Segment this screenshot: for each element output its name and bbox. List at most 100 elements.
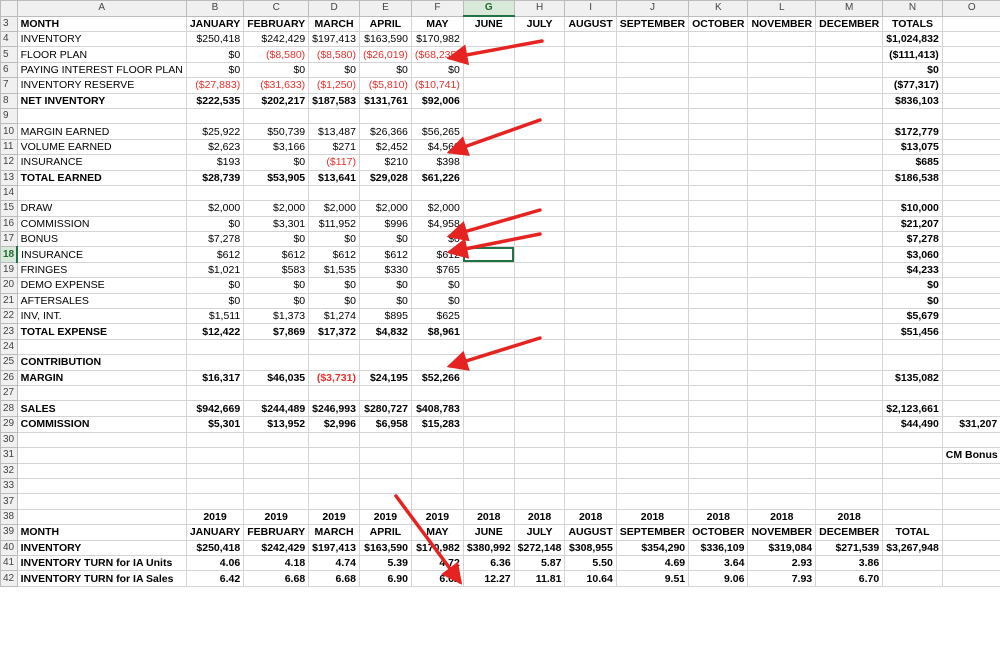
row-header-20[interactable]: 20	[0, 277, 18, 294]
row-header-30[interactable]: 30	[0, 431, 18, 449]
cell-l7[interactable]	[747, 77, 817, 94]
cell-f32[interactable]	[410, 462, 464, 480]
cell-a10[interactable]: MARGIN EARNED	[16, 123, 187, 140]
cell-d37[interactable]	[308, 493, 360, 510]
column-header-d[interactable]: D	[308, 0, 360, 17]
column-header-h[interactable]: H	[513, 0, 566, 17]
cell-k40[interactable]: $336,109	[688, 539, 749, 557]
cell-e41[interactable]: 5.39	[358, 554, 412, 572]
cell-a22[interactable]: INV, INT.	[16, 308, 187, 325]
cell-k37[interactable]	[688, 493, 749, 510]
cell-o42[interactable]	[941, 570, 1000, 587]
cell-b39[interactable]: JANUARY	[185, 524, 245, 541]
column-header-k[interactable]: K	[688, 0, 749, 17]
column-header-f[interactable]: F	[410, 0, 464, 17]
row-header-8[interactable]: 8	[0, 92, 18, 109]
cell-e40[interactable]: $163,590	[358, 539, 412, 557]
cell-o17[interactable]	[941, 231, 1000, 248]
cell-h9[interactable]	[513, 107, 566, 125]
cell-h17[interactable]	[513, 231, 566, 248]
cell-g39[interactable]: JUNE	[462, 524, 515, 541]
cell-j7[interactable]	[615, 77, 690, 94]
cell-l31[interactable]	[747, 447, 817, 464]
cell-l39[interactable]: NOVEMBER	[747, 524, 817, 541]
cell-j13[interactable]	[615, 169, 690, 186]
cell-k6[interactable]	[688, 61, 749, 79]
cell-h27[interactable]	[513, 384, 566, 402]
cell-m9[interactable]	[815, 107, 884, 125]
column-header-m[interactable]: M	[815, 0, 884, 17]
cell-c12[interactable]: $0	[243, 154, 310, 171]
cell-n16[interactable]: $21,207	[882, 215, 943, 233]
cell-m5[interactable]	[815, 46, 884, 63]
cell-b20[interactable]: $0	[185, 277, 245, 294]
cell-d8[interactable]: $187,583	[308, 92, 360, 109]
cell-b10[interactable]: $25,922	[185, 123, 245, 140]
cell-m17[interactable]	[815, 231, 884, 248]
cell-a7[interactable]: INVENTORY RESERVE	[16, 77, 187, 94]
cell-e18[interactable]: $612	[358, 246, 412, 263]
cell-e14[interactable]	[358, 184, 412, 202]
cell-f10[interactable]: $56,265	[410, 123, 464, 140]
cell-k3[interactable]: OCTOBER	[688, 15, 749, 32]
cell-a30[interactable]	[16, 431, 187, 449]
cell-n40[interactable]: $3,267,948	[882, 539, 943, 557]
cell-h28[interactable]	[513, 400, 566, 417]
cell-l16[interactable]	[747, 215, 817, 233]
row-header-37[interactable]: 37	[0, 493, 18, 510]
cell-c6[interactable]: $0	[243, 61, 310, 79]
cell-g17[interactable]	[462, 231, 515, 248]
cell-o25[interactable]	[941, 354, 1000, 371]
cell-c11[interactable]: $3,166	[243, 138, 310, 156]
cell-g5[interactable]	[462, 46, 515, 63]
cell-d10[interactable]: $13,487	[308, 123, 360, 140]
cell-o10[interactable]	[941, 123, 1000, 140]
cell-j37[interactable]	[615, 493, 690, 510]
cell-a13[interactable]: TOTAL EARNED	[16, 169, 187, 186]
cell-h10[interactable]	[513, 123, 566, 140]
cell-c19[interactable]: $583	[243, 261, 310, 279]
cell-g29[interactable]	[462, 415, 515, 433]
cell-f3[interactable]: MAY	[410, 15, 464, 32]
cell-m31[interactable]	[815, 447, 884, 464]
cell-e23[interactable]: $4,832	[358, 323, 412, 340]
cell-b33[interactable]	[185, 478, 245, 495]
cell-n30[interactable]	[882, 431, 943, 449]
cell-a39[interactable]: MONTH	[16, 524, 187, 541]
cell-o20[interactable]	[941, 277, 1000, 294]
cell-i22[interactable]	[564, 308, 617, 325]
cell-g15[interactable]	[462, 200, 515, 217]
cell-b9[interactable]	[185, 107, 245, 125]
cell-k19[interactable]	[688, 261, 749, 279]
cell-n18[interactable]: $3,060	[882, 246, 943, 263]
cell-k24[interactable]	[688, 338, 749, 356]
cell-i8[interactable]	[564, 92, 617, 109]
cell-i7[interactable]	[564, 77, 617, 94]
cell-a28[interactable]: SALES	[16, 400, 187, 417]
cell-j9[interactable]	[615, 107, 690, 125]
cell-e11[interactable]: $2,452	[358, 138, 412, 156]
cell-d9[interactable]	[308, 107, 360, 125]
cell-b4[interactable]: $250,418	[185, 30, 245, 48]
cell-i23[interactable]	[564, 323, 617, 340]
cell-m29[interactable]	[815, 415, 884, 433]
cell-n13[interactable]: $186,538	[882, 169, 943, 186]
cell-e13[interactable]: $29,028	[358, 169, 412, 186]
cell-h16[interactable]	[513, 215, 566, 233]
cell-l25[interactable]	[747, 354, 817, 371]
cell-j26[interactable]	[615, 369, 690, 386]
cell-j23[interactable]	[615, 323, 690, 340]
cell-o23[interactable]	[941, 323, 1000, 340]
cell-e9[interactable]	[358, 107, 412, 125]
cell-k22[interactable]	[688, 308, 749, 325]
cell-n22[interactable]: $5,679	[882, 308, 943, 325]
cell-d26[interactable]: ($3,731)	[308, 369, 360, 386]
row-header-22[interactable]: 22	[0, 308, 18, 325]
cell-f41[interactable]: 4.72	[410, 554, 464, 572]
row-header-28[interactable]: 28	[0, 400, 18, 417]
cell-n20[interactable]: $0	[882, 277, 943, 294]
row-header-10[interactable]: 10	[0, 123, 18, 140]
cell-g6[interactable]	[462, 61, 515, 79]
cell-i38[interactable]: 2018	[564, 508, 617, 526]
cell-m14[interactable]	[815, 184, 884, 202]
